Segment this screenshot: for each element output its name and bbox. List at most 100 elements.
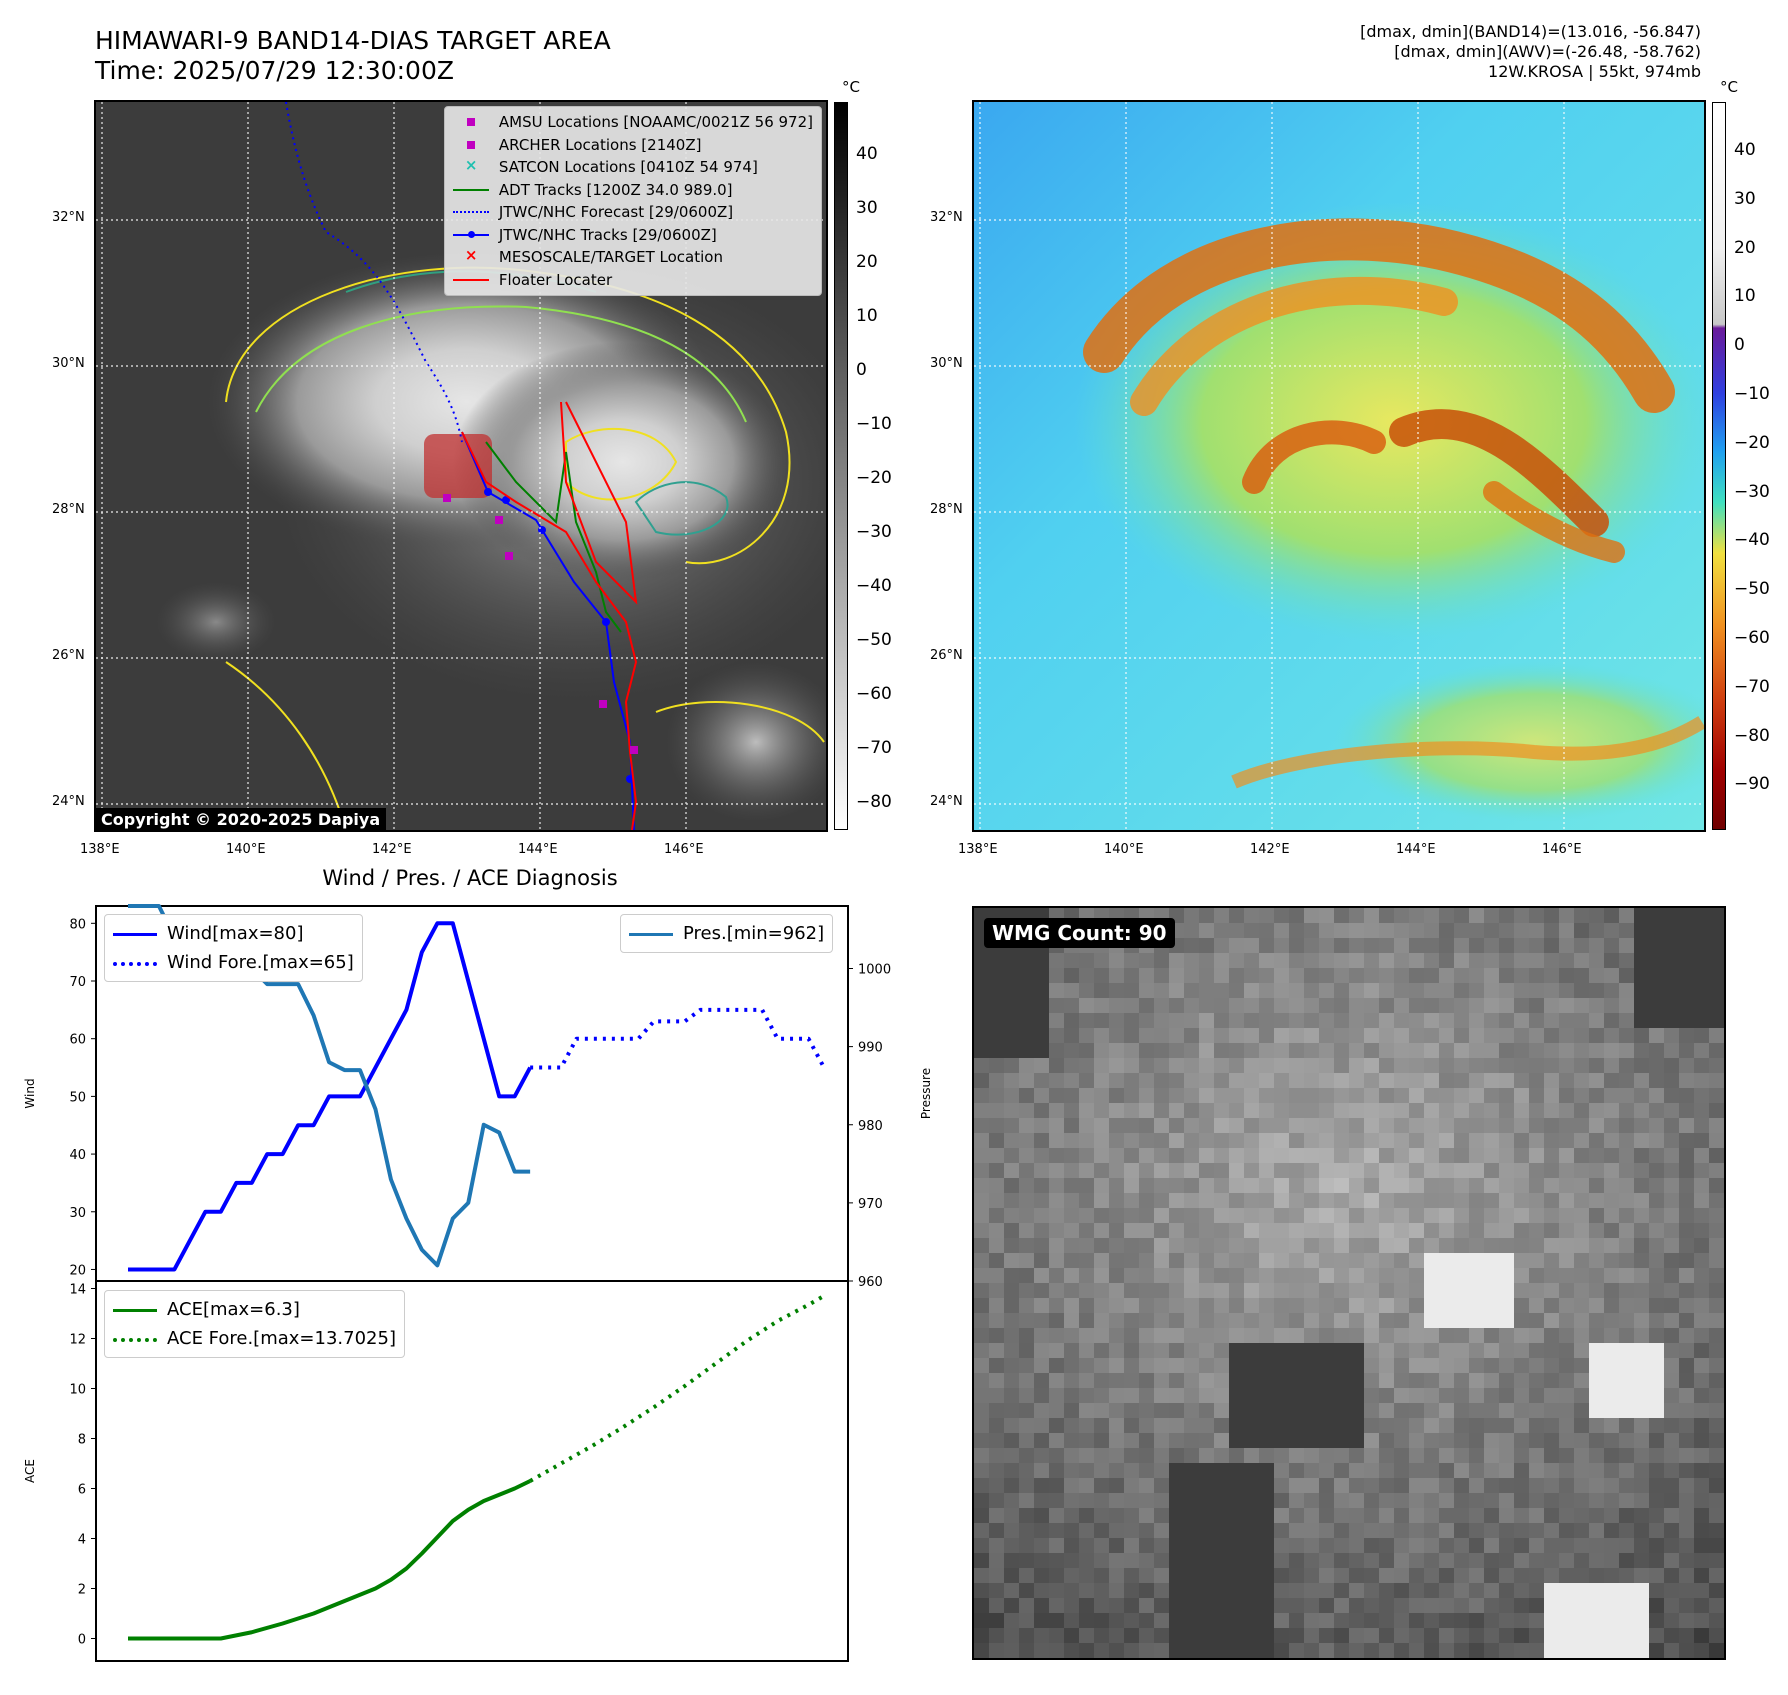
wmg-cell bbox=[1649, 1298, 1664, 1313]
wmg-cell bbox=[1139, 1328, 1154, 1343]
legend-archer: ARCHER Locations [2140Z] bbox=[453, 134, 813, 157]
wmg-cell bbox=[1184, 1133, 1199, 1148]
wmg-cell bbox=[1454, 1388, 1469, 1403]
wmg-cell bbox=[1214, 1403, 1229, 1418]
wmg-cell bbox=[1394, 1283, 1409, 1298]
wmg-cell bbox=[1454, 1328, 1469, 1343]
wmg-cell bbox=[1139, 1433, 1154, 1448]
wmg-cell bbox=[1634, 1013, 1649, 1028]
wmg-cell bbox=[1019, 1163, 1034, 1178]
wmg-cell bbox=[1499, 1028, 1514, 1043]
wmg-cell bbox=[1094, 1223, 1109, 1238]
wmg-cell bbox=[1664, 968, 1679, 983]
wmg-cell bbox=[1154, 1298, 1169, 1313]
wmg-cell bbox=[1484, 1568, 1499, 1583]
wmg-cell bbox=[1004, 1058, 1019, 1073]
wmg-cell bbox=[1619, 1058, 1634, 1073]
line-marker-icon bbox=[113, 1303, 157, 1317]
wmg-cell bbox=[1589, 1163, 1604, 1178]
wmg-cell bbox=[1544, 1043, 1559, 1058]
wmg-cell bbox=[1574, 1478, 1589, 1493]
wmg-cell bbox=[1244, 1103, 1259, 1118]
wmg-cell bbox=[1379, 1358, 1394, 1373]
wmg-cell bbox=[1139, 998, 1154, 1013]
wmg-cell bbox=[1049, 1643, 1064, 1658]
wmg-cell bbox=[1244, 1478, 1259, 1493]
wmg-cell bbox=[1124, 1403, 1139, 1418]
wmg-cell bbox=[1064, 1028, 1079, 1043]
wmg-cell bbox=[1544, 1028, 1559, 1043]
wmg-cell bbox=[1649, 1028, 1664, 1043]
ace-series-line-1 bbox=[529, 1294, 825, 1483]
wmg-cell bbox=[1034, 1328, 1049, 1343]
wind-ytick-label: 30 bbox=[69, 1206, 86, 1221]
wmg-cell bbox=[1259, 1238, 1274, 1253]
wmg-cell bbox=[1649, 1598, 1664, 1613]
wmg-cell bbox=[1499, 1508, 1514, 1523]
wmg-cell bbox=[1094, 1298, 1109, 1313]
wmg-cell bbox=[1364, 1073, 1379, 1088]
wmg-cell bbox=[1574, 1238, 1589, 1253]
wmg-cell bbox=[1004, 1253, 1019, 1268]
wmg-cell bbox=[1559, 908, 1574, 923]
wmg-cell bbox=[1499, 1433, 1514, 1448]
wmg-cell bbox=[1289, 1283, 1304, 1298]
wmg-cell bbox=[1259, 1448, 1274, 1463]
wmg-cell bbox=[1274, 1013, 1289, 1028]
wmg-cell bbox=[1004, 1553, 1019, 1568]
wmg-cell bbox=[1559, 1193, 1574, 1208]
wmg-cell bbox=[1499, 1058, 1514, 1073]
wmg-cell bbox=[1589, 983, 1604, 998]
ace-ytick-label: 2 bbox=[78, 1583, 86, 1598]
wmg-cell bbox=[1439, 998, 1454, 1013]
wmg-cell bbox=[1544, 1388, 1559, 1403]
wmg-cell bbox=[1124, 1358, 1139, 1373]
wmg-cell bbox=[1049, 1148, 1064, 1163]
wmg-cell bbox=[989, 1028, 1004, 1043]
wmg-cell bbox=[1094, 1388, 1109, 1403]
wmg-cell bbox=[1694, 1598, 1709, 1613]
wmg-cell bbox=[1394, 1463, 1409, 1478]
wmg-cell bbox=[1274, 1613, 1289, 1628]
wmg-cell bbox=[1394, 1178, 1409, 1193]
wmg-cell bbox=[1559, 1178, 1574, 1193]
wmg-cell bbox=[1214, 1388, 1229, 1403]
wmg-cell bbox=[1439, 1193, 1454, 1208]
wmg-cell bbox=[1634, 1103, 1649, 1118]
wmg-cell bbox=[1664, 1193, 1679, 1208]
wmg-cell bbox=[1019, 1088, 1034, 1103]
wmg-cell bbox=[1649, 1388, 1664, 1403]
wmg-cell bbox=[1079, 1313, 1094, 1328]
wmg-cell bbox=[1664, 1628, 1679, 1643]
wmg-cell bbox=[1469, 938, 1484, 953]
wmg-cell bbox=[1304, 1523, 1319, 1538]
wmg-cell bbox=[1214, 1613, 1229, 1628]
wmg-cell bbox=[1664, 1283, 1679, 1298]
wmg-cell bbox=[1079, 1193, 1094, 1208]
wmg-cell bbox=[1604, 1493, 1619, 1508]
wmg-cell bbox=[1634, 1448, 1649, 1463]
wmg-cell bbox=[1529, 1133, 1544, 1148]
wmg-cell bbox=[1619, 1463, 1634, 1478]
wmg-cell bbox=[1274, 1463, 1289, 1478]
wmg-cell bbox=[989, 1283, 1004, 1298]
wmg-cell bbox=[1469, 1493, 1484, 1508]
wmg-cell bbox=[1124, 998, 1139, 1013]
wmg-cell bbox=[1409, 1493, 1424, 1508]
wmg-cell bbox=[1184, 1178, 1199, 1193]
wmg-cell bbox=[1199, 1298, 1214, 1313]
wmg-cell bbox=[989, 1433, 1004, 1448]
wmg-cell bbox=[1199, 1028, 1214, 1043]
wmg-cell bbox=[1439, 1088, 1454, 1103]
wmg-cell bbox=[1634, 908, 1649, 923]
wmg-cell bbox=[1439, 968, 1454, 983]
wmg-cell bbox=[1274, 1043, 1289, 1058]
wmg-cell bbox=[1124, 1628, 1139, 1643]
wmg-cell bbox=[1574, 1463, 1589, 1478]
legend-wind: Wind[max=80] bbox=[113, 919, 354, 948]
wmg-cell bbox=[1574, 998, 1589, 1013]
wmg-cell bbox=[1394, 1298, 1409, 1313]
wmg-cell bbox=[1679, 1253, 1694, 1268]
wmg-cell bbox=[1199, 1628, 1214, 1643]
wmg-cell bbox=[1124, 1583, 1139, 1598]
